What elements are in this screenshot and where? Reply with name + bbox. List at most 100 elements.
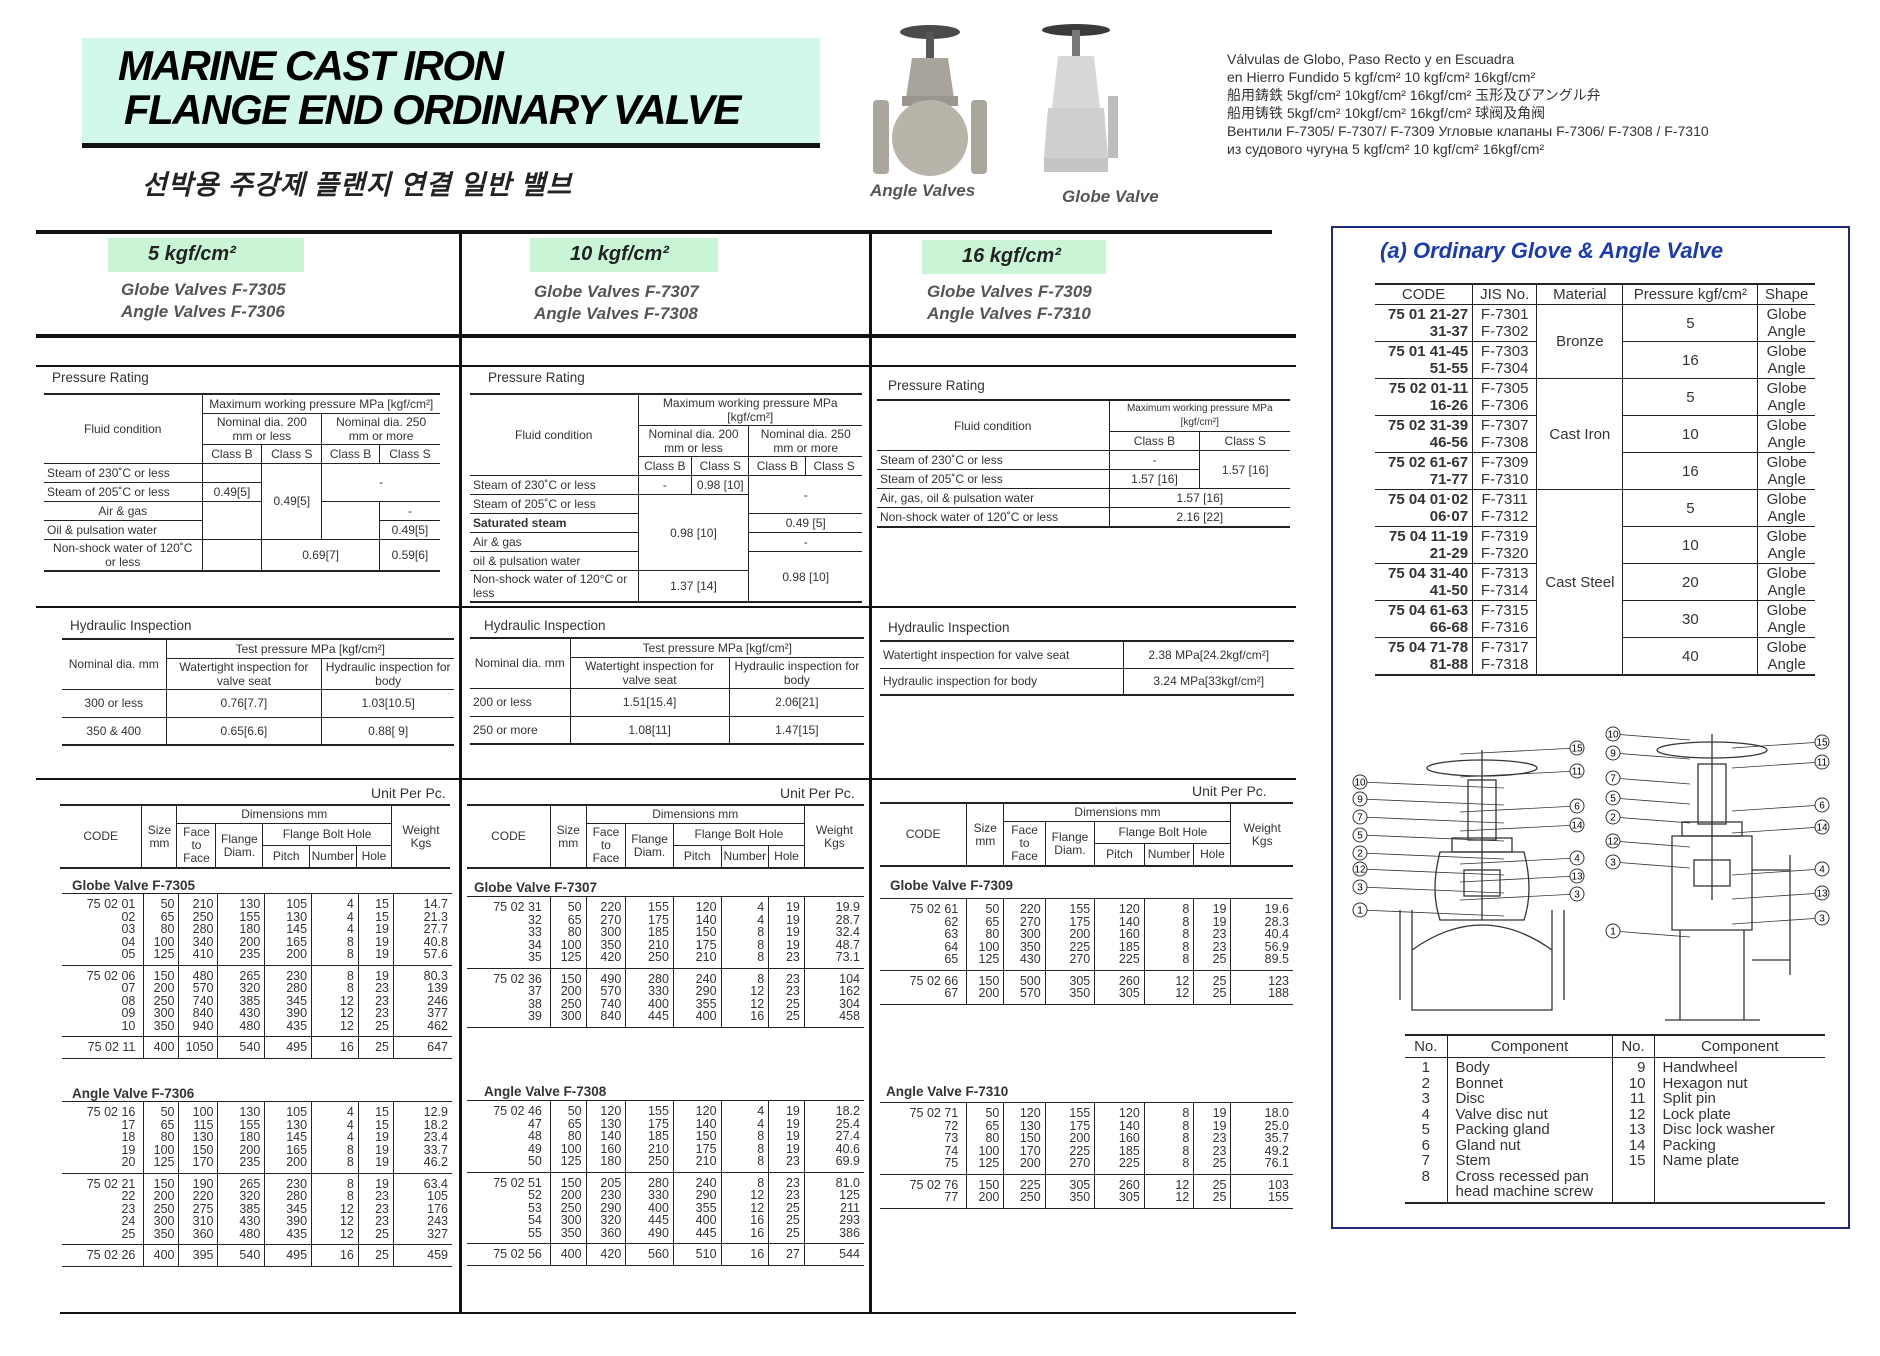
value-cell: 115 — [178, 1118, 218, 1131]
value-cell: 81.0 — [803, 1172, 864, 1189]
value-cell: 23 — [768, 1172, 805, 1189]
code-table-container: CODE JIS No. Material Pressure kgf/cm² Shape… — [1375, 283, 1815, 676]
row-group: 75 02 21 150 190 265 230 8 19 63.4 22 200 220 320 28… — [62, 1173, 452, 1245]
divider — [36, 606, 1296, 608]
value-cell: 445 — [672, 1226, 722, 1244]
russian-line-1: Вентили F-7305/ F-7307/ F-7309 Угловые к… — [1227, 123, 1709, 139]
fluid-label: Saturated steam — [470, 513, 639, 533]
no-header: No. — [1405, 1035, 1447, 1058]
fluid-header: Fluid condition — [470, 393, 639, 476]
code-cell: 34 — [527, 937, 542, 952]
col3-valve-titles: Globe Valves F-7309 Angle Valves F-7310 — [927, 281, 1092, 325]
callout-circle — [1352, 774, 1368, 790]
value: - — [321, 462, 440, 502]
value-cell: 19.6 — [1230, 898, 1293, 916]
value-cell: 350 — [1044, 987, 1095, 1004]
value-cell: 355 — [672, 997, 722, 1010]
callout-circle — [1352, 827, 1368, 843]
callout-circle — [1814, 885, 1830, 901]
col2-valve-titles: Globe Valves F-7307 Angle Valves F-7308 — [534, 281, 699, 325]
value-cell: 240 — [672, 1172, 722, 1189]
value-cell: 200 — [549, 1189, 587, 1202]
value-cell: 80 — [143, 923, 179, 936]
pitch-header: Pitch — [673, 844, 722, 869]
table-row: 75 02 51 150 205 280 240 8 23 81.0 — [467, 1172, 864, 1189]
value-cell: 175 — [1044, 1119, 1095, 1132]
table-row: 75 02 31-39 46-56 F-7307 F-7308 10 Globe Angle — [1375, 415, 1815, 453]
value-cell: 80 — [549, 1130, 587, 1143]
material-cell: Bronze — [1536, 304, 1624, 379]
value: 1.37 [14] — [637, 570, 749, 603]
table-row: 50 125 180 250 210 8 23 69.9 — [467, 1155, 864, 1172]
value-cell: 56.9 — [1230, 940, 1293, 953]
value: 1.57 [16] — [1199, 450, 1290, 489]
chinese-line: 船用铸铁 5kgf/cm² 10kgf/cm² 16kgf/cm² 球阀及角阀 — [1227, 105, 1546, 121]
value-cell: 280 — [264, 982, 312, 995]
value-cell: 230 — [264, 965, 312, 982]
value-cell: 27.4 — [803, 1130, 864, 1143]
value-cell: 130 — [217, 1101, 265, 1119]
value-cell: 23 — [1193, 940, 1231, 953]
value-cell: 27 — [768, 1243, 805, 1265]
value-cell: 16 — [720, 1214, 769, 1227]
value-cell: 480 — [217, 1227, 265, 1245]
callout-leader — [1731, 761, 1823, 769]
code-cell: 74 — [944, 1143, 959, 1158]
nd200-header: Nominal dia. 200 mm or less — [202, 412, 323, 445]
value-cell: 200 — [217, 1143, 265, 1156]
jis-cell: F-7317 F-7318 — [1472, 637, 1538, 676]
callout-leader — [1359, 886, 1505, 894]
value-cell: 270 — [1044, 1157, 1095, 1174]
value-cell: 105 — [392, 1190, 452, 1203]
component-number: 13 — [1628, 1121, 1646, 1138]
value-cell: 100 — [549, 1142, 587, 1155]
value-cell: 4 — [720, 1100, 769, 1118]
code-line: 75 02 61-67 — [1388, 454, 1469, 471]
callout-circle — [1605, 923, 1621, 939]
value-cell: 19 — [357, 923, 394, 936]
value-cell: 385 — [217, 1202, 265, 1215]
face-to-face-header: Face to Face — [176, 823, 217, 869]
code-line: 71-77 — [1429, 471, 1469, 488]
value-cell: 280 — [178, 923, 218, 936]
value-cell: 73.1 — [803, 951, 864, 968]
value-cell: 28.7 — [803, 913, 864, 926]
value-cell: 458 — [803, 1010, 864, 1027]
table-row: 75 02 01-11 16-26 F-7305 F-7306 Cast Iron 5 Gl… — [1375, 378, 1815, 490]
value: 0.65[6.6] — [165, 716, 323, 746]
callout-number: 10 — [1354, 778, 1366, 789]
pitch-header: Pitch — [262, 844, 311, 869]
table-row: 37 200 570 330 290 12 23 162 — [467, 985, 864, 998]
code-cell: 75 02 06 — [86, 968, 136, 983]
value-cell: 80 — [966, 1132, 1004, 1145]
row-group: 75 02 11 400 1050 540 495 16 25 647 — [62, 1036, 452, 1058]
value-cell: 225 — [1094, 1157, 1145, 1174]
value: 1.51[15.4] — [569, 687, 730, 717]
value: 0.98 [10] — [691, 475, 750, 495]
table-row: 18 80 130 180 145 4 19 23.4 — [62, 1131, 452, 1144]
code-line: 75 02 31-39 — [1388, 417, 1469, 434]
table-row: 62 65 270 175 140 8 19 28.3 — [880, 915, 1293, 928]
weight-header: Weight Kgs — [1230, 802, 1293, 867]
code-cell: 75 02 71 — [909, 1106, 959, 1120]
callout-leader — [1731, 868, 1823, 876]
code-cell: 73 — [944, 1131, 959, 1145]
table-row: 38 250 740 400 355 12 25 304 — [467, 997, 864, 1010]
unit-label: Unit Per Pc. — [1192, 783, 1267, 799]
value-cell: 175 — [672, 938, 722, 951]
value-cell: 46.2 — [392, 1156, 452, 1173]
value-cell: 300 — [585, 926, 626, 939]
fluid-label: Steam of 205˚C or less — [470, 494, 639, 514]
value-cell: 50 — [549, 1100, 587, 1118]
value-cell: 210 — [672, 1155, 722, 1172]
value-cell: 320 — [585, 1214, 626, 1227]
value-cell: 300 — [549, 1214, 587, 1227]
value-cell: 200 — [143, 982, 179, 995]
table-row: 75 02 76 150 225 305 260 12 25 103 — [880, 1174, 1293, 1191]
table-row: 75 02 11 400 1050 540 495 16 25 647 — [62, 1036, 452, 1058]
value-cell: 400 — [143, 1244, 179, 1266]
value-cell: 8 — [720, 1172, 769, 1189]
code-cell: 24 — [121, 1214, 136, 1228]
jis-line: F-7307 — [1480, 417, 1529, 434]
code-cell: 02 — [121, 909, 136, 924]
